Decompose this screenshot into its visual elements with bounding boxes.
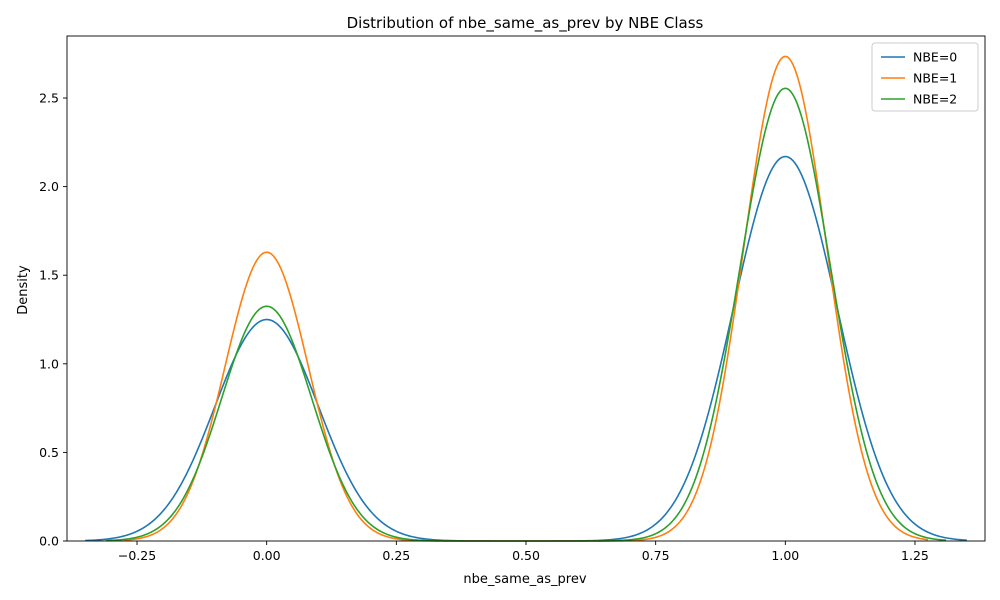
- legend-entry-label: NBE=2: [913, 92, 957, 107]
- y-tick-label: 0.0: [39, 534, 59, 549]
- y-tick-label: 1.5: [39, 268, 59, 283]
- chart-title: Distribution of nbe_same_as_prev by NBE …: [347, 14, 704, 33]
- x-tick-label: 0.00: [253, 548, 281, 563]
- x-axis-title: nbe_same_as_prev: [463, 572, 586, 587]
- plot-area: [66, 35, 986, 542]
- x-tick-label: 0.75: [642, 548, 670, 563]
- series-line-nbe-0: [85, 155, 967, 542]
- x-tick-label: −0.25: [118, 548, 156, 563]
- series-line-nbe-1: [123, 55, 929, 542]
- x-axis: −0.25 0.00 0.25 0.50 0.75 1.00 1.25: [118, 541, 929, 563]
- y-tick-label: 2.0: [39, 179, 59, 194]
- y-tick-label: 1.0: [39, 356, 59, 371]
- x-tick-label: 1.25: [901, 548, 929, 563]
- plot-frame: [66, 35, 986, 542]
- legend-entry-label: NBE=1: [913, 71, 957, 86]
- y-tick-label: 2.5: [39, 91, 59, 106]
- series-line-nbe-2: [105, 87, 947, 542]
- legend: NBE=0 NBE=1 NBE=2: [871, 42, 979, 112]
- x-tick-label: 1.00: [771, 548, 799, 563]
- legend-box: [871, 42, 979, 112]
- y-axis: 0.0 0.5 1.0 1.5 2.0 2.5: [39, 91, 67, 549]
- x-tick-label: 0.25: [382, 548, 410, 563]
- y-axis-title: Density: [16, 265, 31, 315]
- legend-entry-label: NBE=0: [913, 50, 957, 65]
- y-tick-label: 0.5: [39, 445, 59, 460]
- x-tick-label: 0.50: [512, 548, 540, 563]
